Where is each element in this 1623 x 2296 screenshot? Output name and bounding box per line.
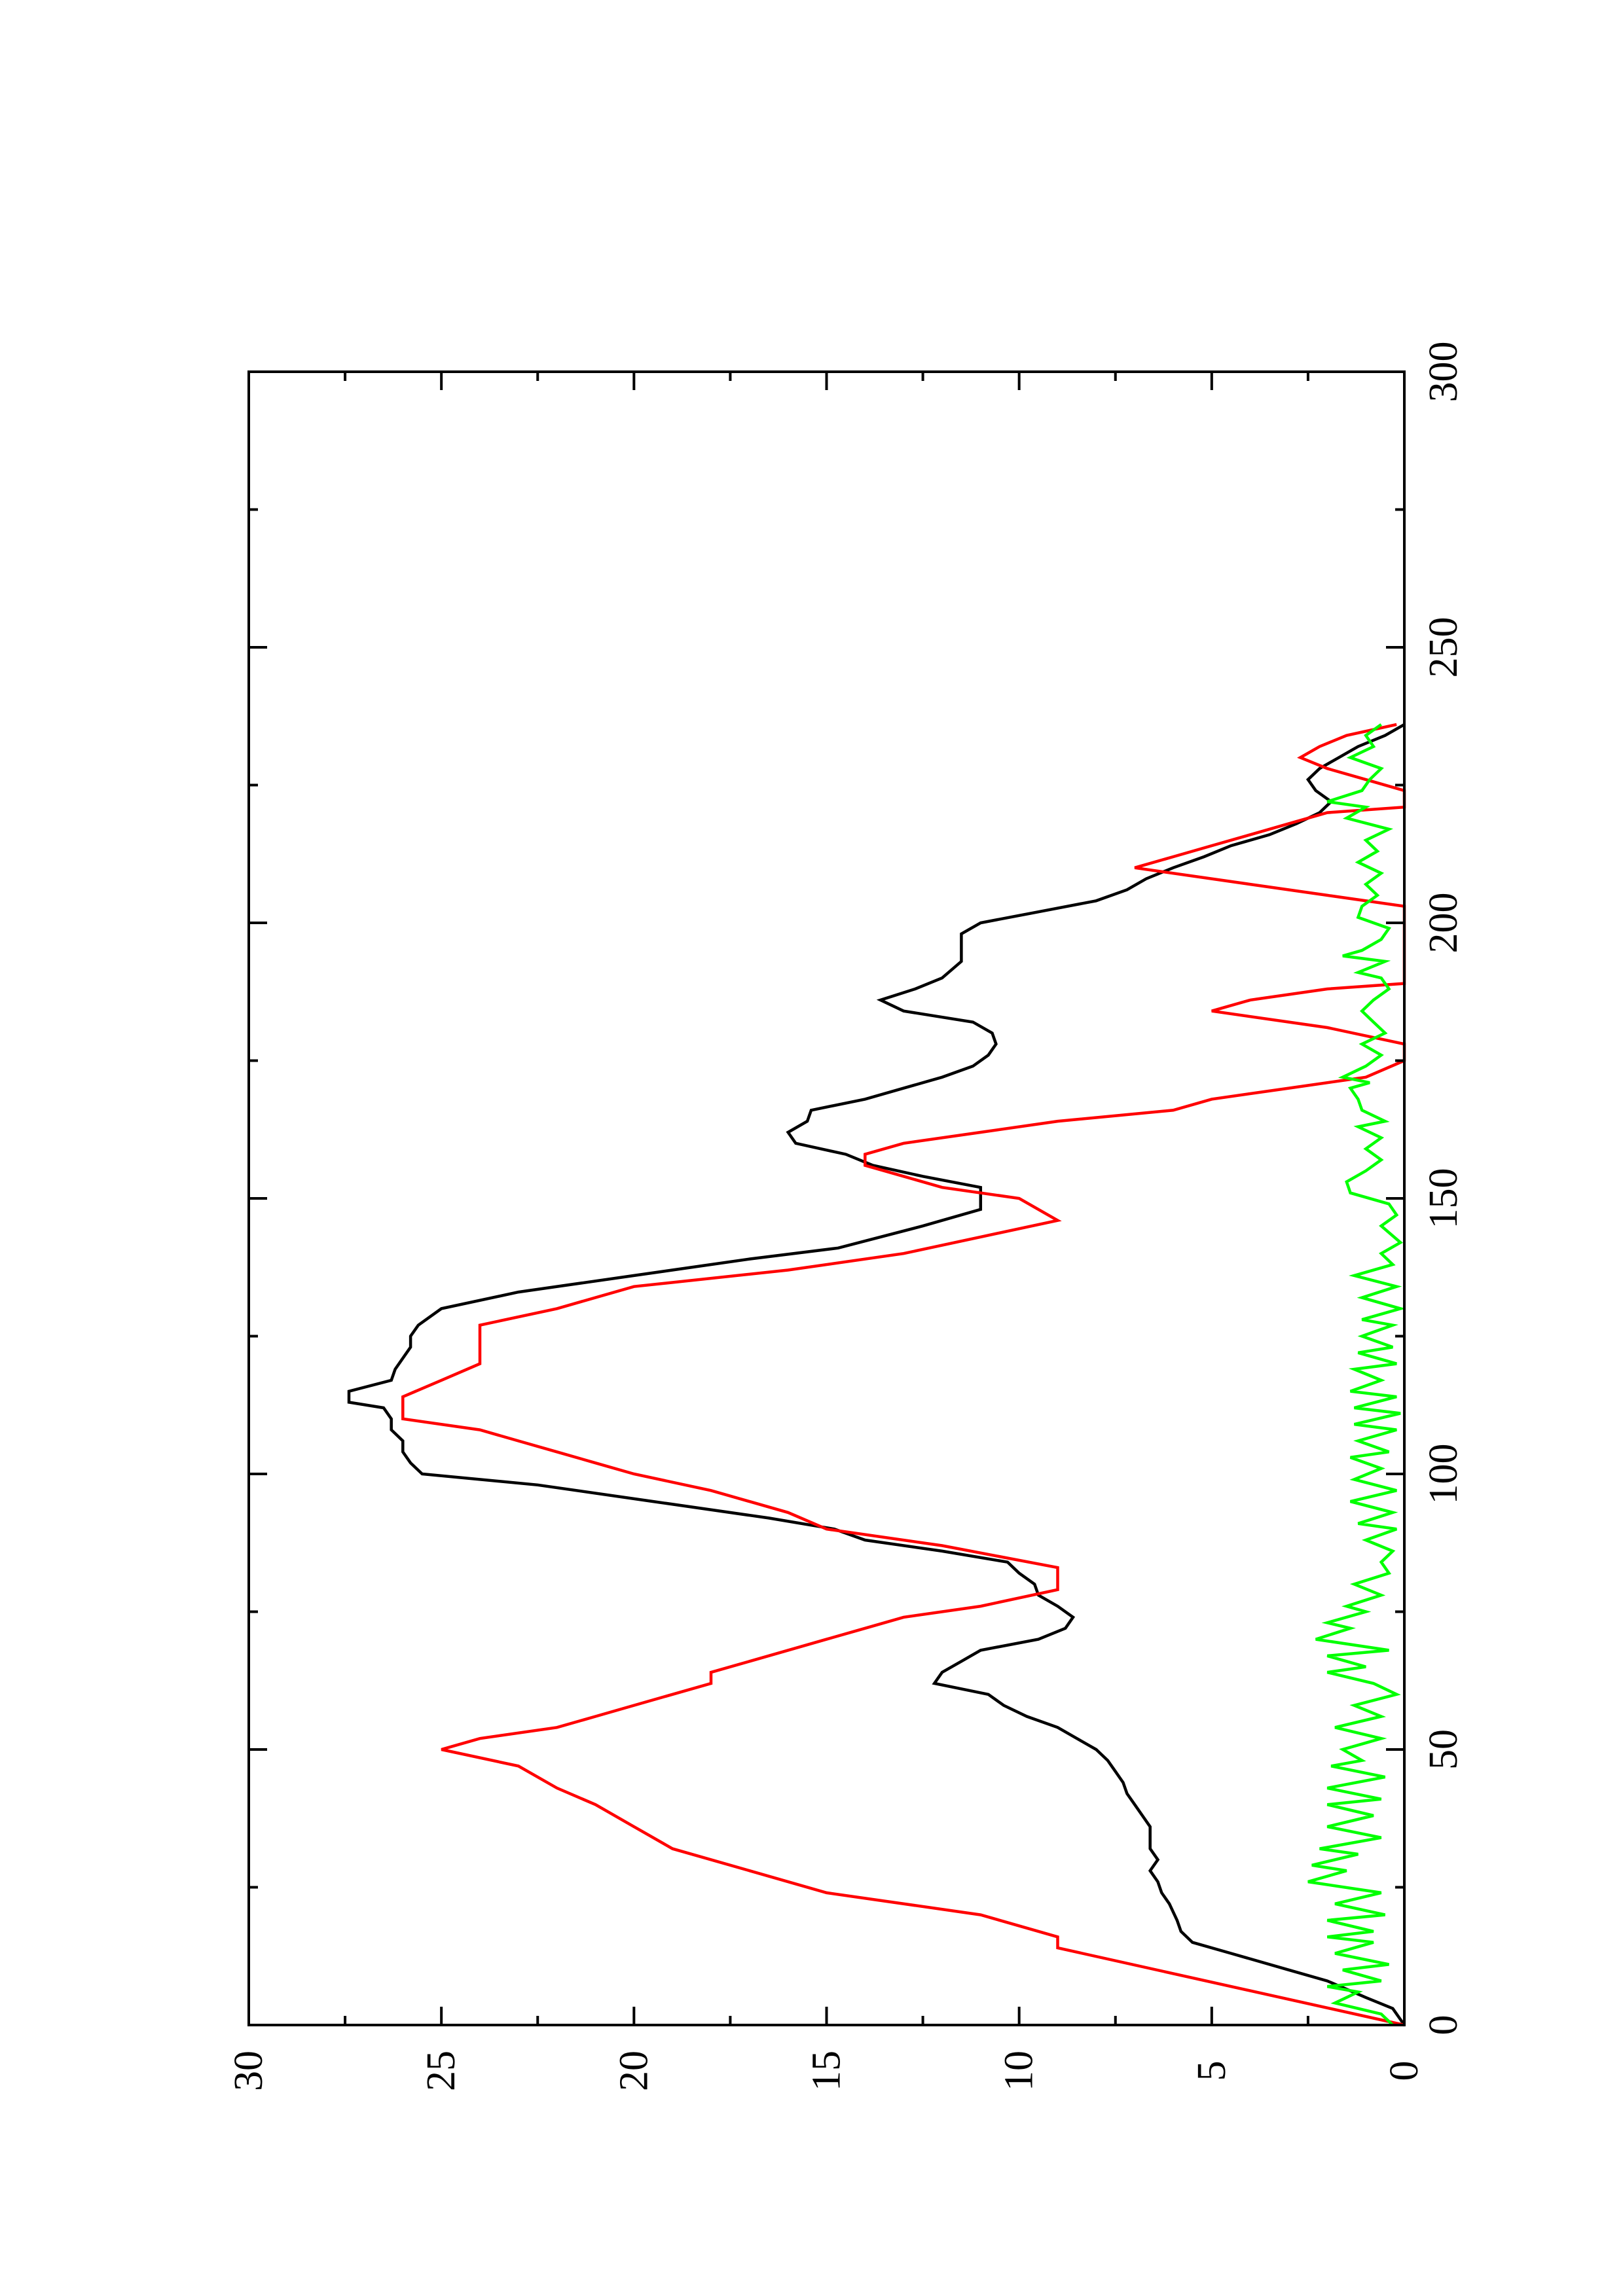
y-tick-label: 15	[805, 2051, 849, 2091]
x-tick-label: 50	[1421, 1729, 1466, 1770]
y-tick-label: 20	[611, 2051, 656, 2091]
y-tick-label: 0	[1382, 2061, 1427, 2081]
x-tick-label: 0	[1421, 2015, 1466, 2036]
y-tick-label: 10	[997, 2051, 1042, 2091]
y-tick-label: 25	[419, 2051, 464, 2091]
x-tick-label: 200	[1421, 893, 1466, 954]
label-layer: 0 50 100 150 200 250 300 0 5 10 15 20 25 30	[227, 342, 1466, 2092]
y-tick-label: 5	[1190, 2061, 1234, 2081]
series-line-3	[1307, 723, 1406, 2026]
series-line-1	[347, 723, 1406, 2026]
x-tick-label: 250	[1421, 617, 1466, 678]
x-tick-label: 300	[1421, 342, 1466, 403]
series-layer	[347, 723, 1406, 2027]
y-tick-label: 30	[227, 2051, 271, 2091]
tick-layer	[247, 370, 1406, 2026]
x-tick-label: 150	[1421, 1168, 1466, 1229]
series-line-2	[401, 723, 1406, 2027]
x-tick-label: 100	[1421, 1444, 1466, 1505]
